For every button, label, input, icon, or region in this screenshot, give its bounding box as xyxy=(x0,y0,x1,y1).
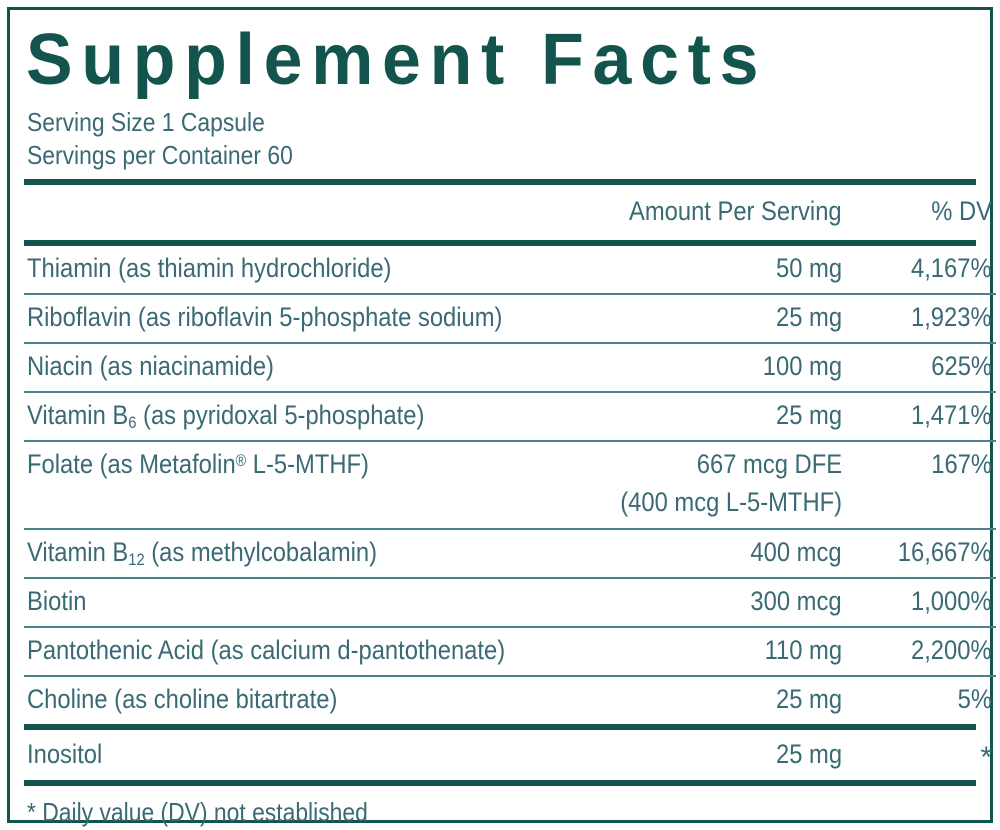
serving-info: Serving Size 1 Capsule Servings per Cont… xyxy=(27,106,976,171)
nutrient-daily-value: * xyxy=(980,741,992,774)
table-row-inositol: Inositol 25 mg * xyxy=(24,730,996,780)
rule-thin xyxy=(24,391,996,393)
nutrient-name: Niacin (as niacinamide) xyxy=(27,351,274,381)
nutrient-amount: 300 mcg xyxy=(750,586,842,616)
row-separator xyxy=(24,675,996,677)
rule-thin xyxy=(24,626,996,628)
rule-thin xyxy=(24,342,996,344)
row-separator xyxy=(24,577,996,579)
column-header-name xyxy=(24,185,584,240)
servings-per-container-line: Servings per Container 60 xyxy=(27,139,293,170)
row-separator xyxy=(24,440,996,442)
label-panel: Supplement Facts Serving Size 1 Capsule … xyxy=(7,7,996,826)
nutrient-amount-second-line: (400 mcg L-5-MTHF) xyxy=(620,487,842,517)
row-separator xyxy=(24,293,996,295)
table-row: Thiamin (as thiamin hydrochloride) 50 mg 4… xyxy=(24,246,996,293)
rule-above-header xyxy=(24,179,976,185)
nutrient-name: Biotin xyxy=(27,586,87,616)
nutrient-daily-value: 1,923% xyxy=(911,302,992,332)
nutrient-rows-table: Thiamin (as thiamin hydrochloride) 50 mg 4… xyxy=(24,246,996,724)
table-header-row: Amount Per Serving % DV xyxy=(24,185,996,240)
nutrient-amount: 25 mg xyxy=(775,739,842,769)
nutrient-daily-value: 2,200% xyxy=(911,635,992,665)
row-separator xyxy=(24,528,996,530)
nutrient-daily-value: 1,471% xyxy=(911,400,992,430)
row-separator xyxy=(24,391,996,393)
nutrient-name: Vitamin B6 (as pyridoxal 5-phosphate) xyxy=(27,400,425,432)
nutrient-daily-value: 1,000% xyxy=(911,586,992,616)
nutrient-daily-value: 4,167% xyxy=(911,253,992,283)
nutrient-daily-value: 167% xyxy=(931,449,992,479)
rule-thin xyxy=(24,440,996,442)
table-row: Vitamin B12 (as methylcobalamin) 400 mcg 1… xyxy=(24,530,996,577)
spacer-cell xyxy=(24,489,584,528)
table-row: Choline (as choline bitartrate) 25 mg 5% xyxy=(24,677,996,724)
table-row: Niacin (as niacinamide) 100 mg 625% xyxy=(24,344,996,391)
nutrient-amount: 50 mg xyxy=(775,253,842,283)
nutrient-amount: 25 mg xyxy=(775,400,842,430)
nutrient-name: Thiamin (as thiamin hydrochloride) xyxy=(27,253,392,283)
amount-second-line-row: (400 mcg L-5-MTHF) xyxy=(24,489,996,528)
serving-size-line: Serving Size 1 Capsule xyxy=(27,107,265,137)
table-row: Riboflavin (as riboflavin 5-phosphate so… xyxy=(24,295,996,342)
nutrient-amount: 100 mg xyxy=(762,351,842,381)
nutrient-name: Pantothenic Acid (as calcium d-pantothen… xyxy=(27,635,506,665)
table-row: Biotin 300 mcg 1,000% xyxy=(24,579,996,626)
nutrient-name: Inositol xyxy=(27,739,103,769)
nutrient-amount: 110 mg xyxy=(764,635,842,665)
rule-thin xyxy=(24,675,996,677)
rule-thin xyxy=(24,577,996,579)
nutrient-daily-value: 16,667% xyxy=(898,537,992,567)
nutrient-amount: 25 mg xyxy=(775,302,842,332)
page-title: Supplement Facts xyxy=(26,20,768,100)
nutrient-amount: 400 mcg xyxy=(750,537,842,567)
spacer-cell xyxy=(852,489,996,528)
rule-below-inositol xyxy=(24,780,976,786)
rule-above-inositol xyxy=(24,724,976,730)
nutrient-name: Folate (as Metafolin® L-5-MTHF) xyxy=(27,449,369,479)
rule-below-header xyxy=(24,240,976,246)
footnote: * Daily value (DV) not established xyxy=(27,797,368,827)
row-separator xyxy=(24,626,996,628)
bottom-row-table: Inositol 25 mg * xyxy=(24,730,996,780)
rule-thin xyxy=(24,293,996,295)
nutrient-name: Vitamin B12 (as methylcobalamin) xyxy=(27,537,378,569)
table-row: Pantothenic Acid (as calcium d-pantothen… xyxy=(24,628,996,675)
column-header-amount: Amount Per Serving xyxy=(629,196,842,226)
nutrient-amount: 25 mg xyxy=(775,684,842,714)
rule-thin xyxy=(24,528,996,530)
nutrient-daily-value: 5% xyxy=(957,684,992,714)
table-row: Vitamin B6 (as pyridoxal 5-phosphate) 25 … xyxy=(24,393,996,440)
nutrient-name: Choline (as choline bitartrate) xyxy=(27,684,338,714)
nutrient-daily-value: 625% xyxy=(931,351,992,381)
table-row: Folate (as Metafolin® L-5-MTHF) 667 mcg D… xyxy=(24,442,996,489)
nutrition-table: Amount Per Serving % DV xyxy=(24,185,996,240)
row-separator xyxy=(24,342,996,344)
nutrient-name: Riboflavin (as riboflavin 5-phosphate so… xyxy=(27,302,503,332)
column-header-daily-value: % DV xyxy=(931,196,992,226)
nutrient-amount: 667 mcg DFE xyxy=(696,449,842,479)
